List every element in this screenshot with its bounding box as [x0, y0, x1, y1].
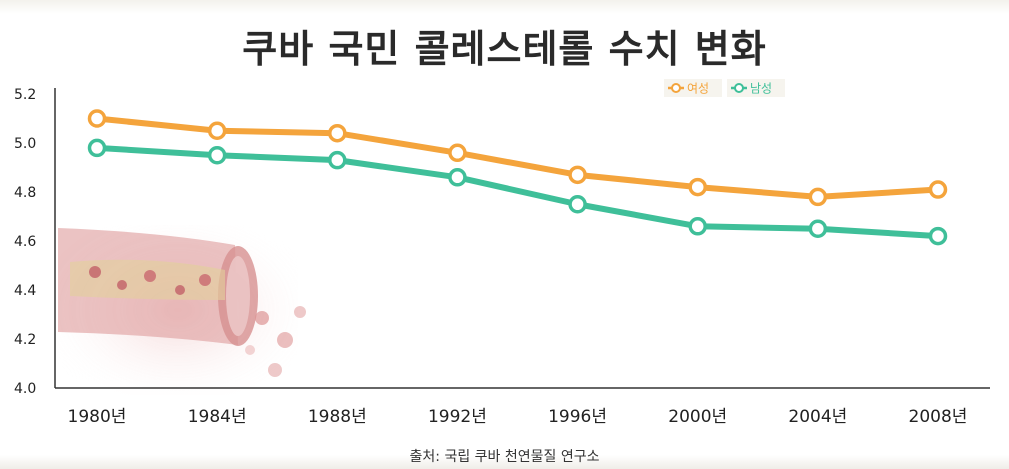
y-tick-label: 4.4: [14, 283, 36, 299]
y-tick-label: 4.8: [14, 185, 36, 201]
data-point: [328, 150, 347, 170]
x-tick-label: 1984년: [188, 407, 247, 427]
legend-bg: [664, 79, 722, 97]
y-tick-label: 5.0: [14, 136, 36, 152]
data-point: [87, 138, 107, 158]
data-point: [928, 180, 948, 199]
y-tick-label: 5.2: [14, 87, 36, 103]
x-tick-label: 1988년: [308, 407, 367, 427]
legend-swatch-marker: [671, 83, 681, 93]
data-point: [808, 187, 828, 207]
data-point: [568, 165, 587, 185]
series-line-1: [94, 115, 941, 200]
data-point: [87, 109, 107, 128]
data-point: [688, 177, 707, 197]
chart-title: 쿠바 국민 콜레스테롤 수치 변화: [242, 27, 767, 71]
legend: 여성 남성: [664, 79, 785, 97]
y-tick-label: 4.0: [14, 381, 36, 397]
data-point: [328, 123, 347, 143]
data-point: [688, 217, 707, 236]
y-tick-label: 4.2: [14, 332, 36, 348]
legend-label: 남성: [750, 82, 772, 96]
x-tick-label: 1996년: [548, 407, 607, 427]
data-point: [808, 219, 828, 238]
x-tick-label: 2008년: [909, 407, 968, 427]
y-tick-label: 4.6: [14, 234, 36, 250]
series-layer: [87, 109, 948, 246]
data-point: [207, 146, 227, 165]
data-point: [207, 121, 227, 140]
data-point: [928, 226, 948, 246]
data-point: [448, 143, 467, 163]
x-tick-label: 2000년: [668, 407, 727, 427]
source-note: 출처: 국립 쿠바 천연물질 연구소: [409, 449, 600, 465]
legend-label: 여성: [687, 82, 709, 96]
x-axis: 1980년 1984년 1988년 1992년 1996년 2000년 2004년 2008년: [55, 387, 990, 427]
legend-swatch-marker: [734, 83, 744, 93]
x-tick-label: 2004년: [788, 407, 847, 427]
data-point: [448, 168, 467, 187]
data-point: [568, 195, 587, 214]
x-tick-label: 1980년: [68, 407, 127, 427]
series-line-2: [94, 144, 941, 240]
x-tick-label: 1992년: [428, 407, 487, 427]
legend-bg: [727, 79, 785, 97]
y-axis: 4.0 4.2 4.4 4.6 4.8 5.0 5.2: [14, 87, 56, 397]
blood-vessel-illustration: [58, 225, 306, 395]
